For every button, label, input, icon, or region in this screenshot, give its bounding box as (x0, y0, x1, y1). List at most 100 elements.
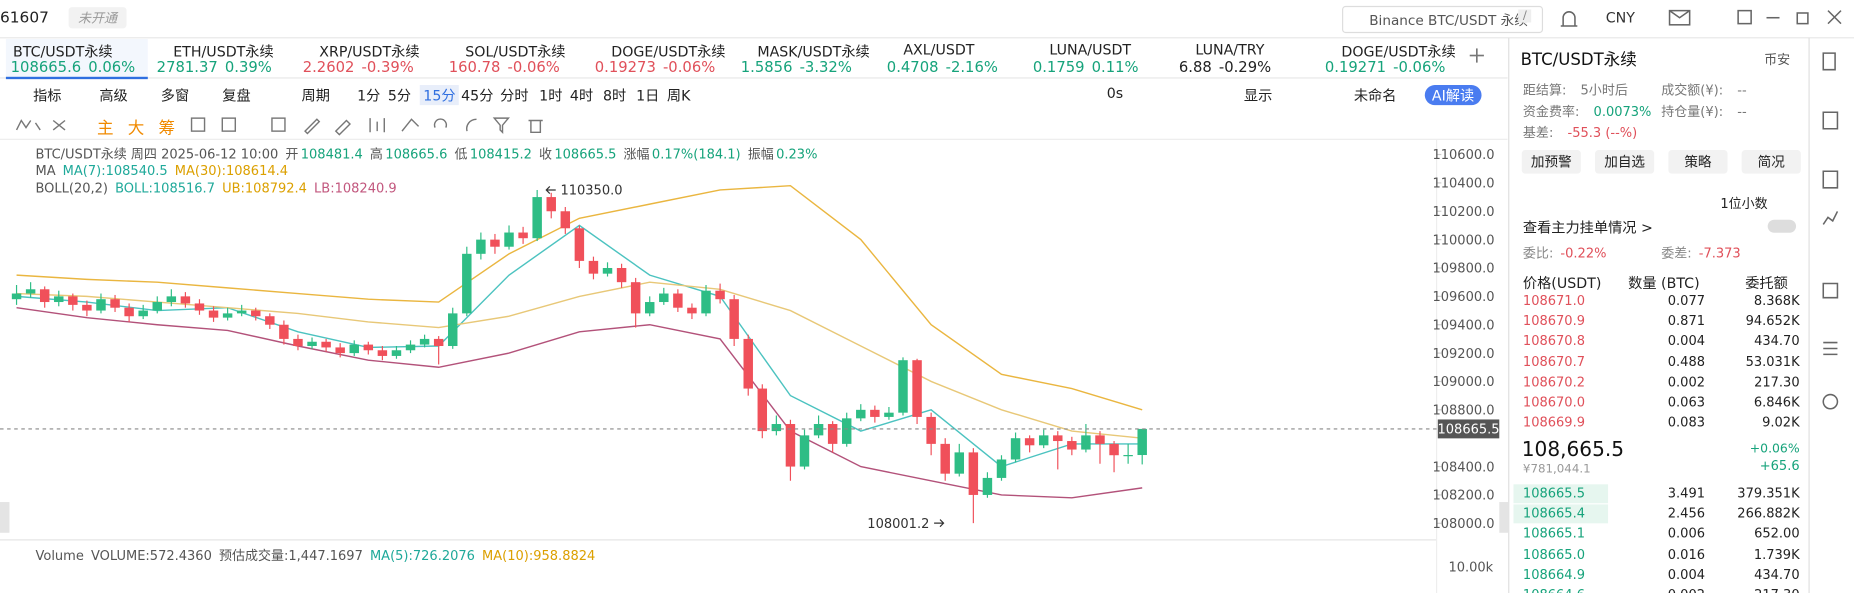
info-value: 108665.5 (554, 145, 617, 162)
ob-button[interactable]: 加预警 (1521, 150, 1581, 174)
mid-change: +65.6 (1759, 458, 1800, 474)
ticker-quote: 0.4708 -2.16% (887, 58, 998, 76)
toolbar-item[interactable]: 多窗 (160, 87, 190, 104)
toolbar-item[interactable]: 45分 (461, 87, 494, 104)
toolbar-item[interactable]: 1时 (539, 87, 563, 104)
toolbar-item[interactable]: 周K (666, 87, 691, 104)
diff-label: 委差: (1661, 245, 1692, 262)
mid-change-pct: +0.06% (1749, 441, 1800, 456)
candle-body (82, 304, 92, 311)
candle-body (462, 253, 472, 314)
ob-main-orders[interactable]: 查看主力挂单情况 > (1522, 219, 1653, 237)
tool-icon[interactable] (401, 118, 420, 132)
ticker-tab[interactable]: LUNA/TRY 6.88 -0.29% (1174, 39, 1316, 77)
y-tick-label: 109200.0 (1432, 347, 1494, 362)
ratio-value: -0.22% (1560, 245, 1607, 261)
volume-title: Volume (35, 547, 84, 563)
status-pill[interactable]: 未开通 (68, 7, 127, 29)
toolbar-item[interactable]: 8时 (603, 87, 627, 104)
tool-icon[interactable] (528, 119, 543, 134)
tool-icon[interactable] (52, 119, 66, 131)
draw-toolbar-icons[interactable] (15, 117, 543, 136)
stat-label: 成交额(¥): (1661, 82, 1724, 99)
toolbar-item[interactable]: 4时 (569, 87, 594, 104)
tool-icon[interactable] (271, 117, 286, 132)
ticker-change: -0.06% (662, 57, 716, 76)
candle-body (166, 296, 177, 303)
ticker-quote: 2781.37 0.39% (157, 58, 272, 76)
toolbar-item[interactable]: 指标 (33, 87, 62, 104)
ticker-tab[interactable]: MASK/USDT永续 1.5856 -3.32% (736, 39, 878, 77)
toolbar-item[interactable]: 15分 (419, 85, 460, 106)
scroll-handle[interactable] (1499, 502, 1509, 533)
tool-icon[interactable] (304, 118, 321, 135)
ticker-tab[interactable]: XRP/USDT永续 2.2602 -0.39% (298, 39, 440, 77)
mail-icon[interactable] (1669, 10, 1691, 19)
ticker-tab[interactable]: SOL/USDT永续 160.78 -0.06% (444, 39, 586, 77)
tool-icon[interactable] (190, 117, 206, 132)
y-tick-label: 109400.0 (1432, 318, 1494, 333)
tool-icon[interactable] (492, 117, 510, 135)
ticker-tab[interactable]: DOGE/USDT永续 0.19271 -0.06% (1320, 39, 1462, 77)
ticker-tab[interactable]: AXL/USDT 0.4708 -2.16% (882, 39, 1024, 77)
ticker-tab[interactable]: LUNA/USDT 0.1759 0.11% (1028, 39, 1170, 77)
toolbar-item[interactable]: 周期 (301, 87, 330, 104)
ticker-change: 0.39% (224, 57, 272, 76)
close-icon[interactable] (1827, 10, 1842, 25)
stat-value: -55.3 (--%) (1567, 124, 1638, 140)
tool-icon[interactable] (15, 119, 41, 131)
draw-tool[interactable]: 大 (127, 119, 145, 139)
ob-button[interactable]: 简况 (1741, 150, 1801, 174)
ticker-tab[interactable]: ETH/USDT永续 2781.37 0.39% (152, 39, 294, 77)
ob-button[interactable]: 加自选 (1595, 150, 1655, 174)
draw-tool[interactable]: 主 (96, 119, 114, 139)
candle-body (954, 452, 965, 474)
tool-icon[interactable] (466, 118, 477, 132)
candle-body (1010, 438, 1021, 460)
search-box[interactable]: Binance BTC/USDT 永续 / (1342, 5, 1544, 34)
toolbar-right[interactable]: AI解读 (1424, 85, 1482, 106)
scroll-handle[interactable] (0, 502, 10, 533)
toolbar-right[interactable]: 0s (1106, 85, 1124, 102)
boll-legend: BOLL(20,2) BOLL:108516.7 UB:108792.4 LB:108… (35, 181, 396, 196)
ticker-quote: 160.78 -0.06% (449, 58, 560, 76)
candle-body (701, 290, 711, 314)
candle-body (743, 338, 753, 389)
bell-icon[interactable] (1560, 11, 1578, 27)
ob-toggle[interactable] (1767, 219, 1797, 233)
window-icon[interactable] (1737, 9, 1752, 25)
toolbar-right[interactable]: 未命名 (1353, 87, 1397, 104)
candle-body (265, 316, 275, 325)
ob-exchange[interactable]: 币安 (1764, 51, 1791, 68)
candle-body (982, 477, 993, 495)
restore-icon[interactable] (1796, 12, 1809, 25)
mail-icon[interactable] (1668, 9, 1691, 26)
ob-button[interactable]: 策略 (1668, 150, 1728, 174)
side-icons[interactable] (1822, 52, 1839, 410)
currency[interactable]: CNY (1605, 9, 1635, 26)
ticker-tab[interactable]: BTC/USDT永续 108665.6 0.06% (5, 38, 148, 80)
window-controls[interactable] (1560, 9, 1842, 410)
candle-body (1067, 441, 1077, 450)
toolbar-right[interactable]: 显示 (1243, 87, 1273, 104)
depth-shade (1513, 504, 1609, 524)
draw-tool[interactable]: 筹 (158, 119, 175, 139)
tool-icon[interactable] (334, 119, 351, 136)
tool-icon[interactable] (433, 118, 448, 128)
tool-icon[interactable] (221, 117, 237, 132)
ob-col: 委托额 (1745, 275, 1788, 292)
last-price-tag (1437, 419, 1500, 439)
candle-body (799, 435, 810, 467)
toolbar-item[interactable]: 复盘 (222, 87, 251, 104)
toolbar-item[interactable]: 1日 (636, 87, 660, 104)
ob-qty: 0.016 (1667, 546, 1706, 562)
toolbar-item[interactable]: 5分 (387, 87, 412, 104)
ticker-change: -0.06% (507, 57, 560, 76)
ob-precision[interactable]: 1位小数 (1720, 196, 1768, 212)
toolbar-item[interactable]: 1分 (357, 87, 381, 104)
toolbar-item[interactable]: 分时 (500, 87, 529, 104)
ticker-tab[interactable]: DOGE/USDT永续 0.19273 -0.06% (590, 39, 732, 77)
tool-icon[interactable] (369, 118, 385, 133)
toolbar-item[interactable]: 高级 (99, 87, 128, 104)
